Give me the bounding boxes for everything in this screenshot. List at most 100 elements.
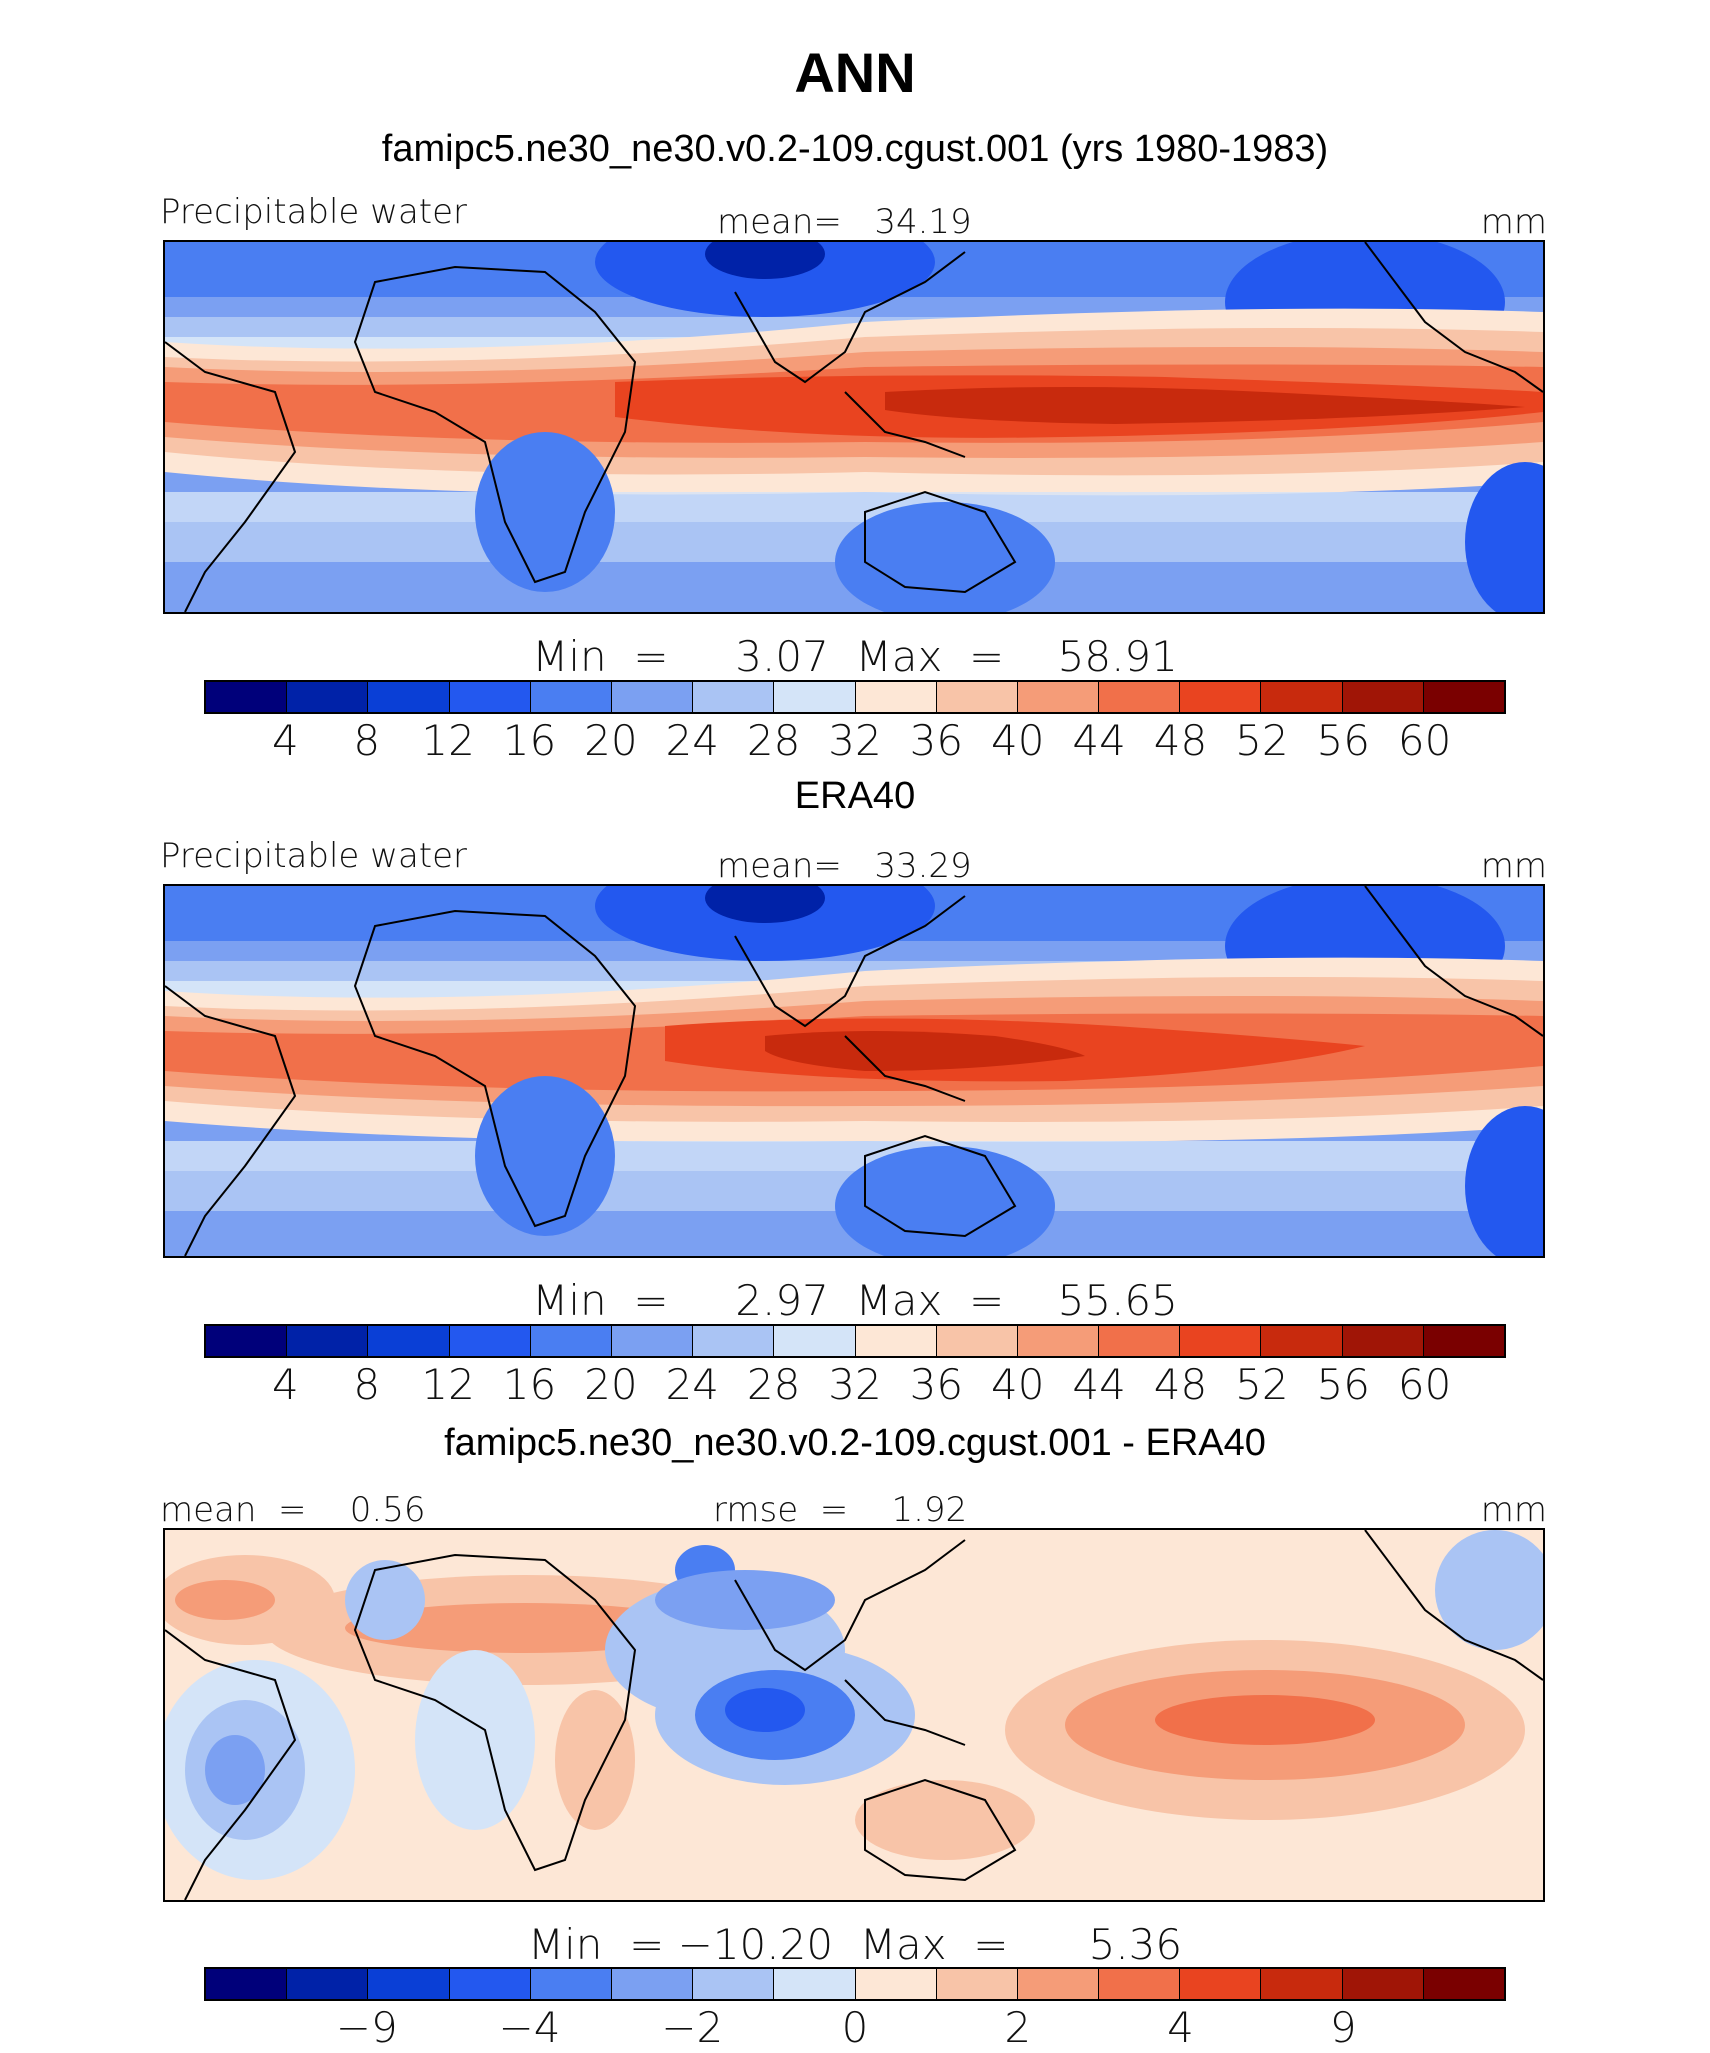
colorbar-cell (1342, 1326, 1424, 1356)
panel-1-colorbar-ticks: 4 8 12 16 20 24 28 32 36 40 44 48 52 56 60 (204, 716, 1506, 766)
colorbar-cell (449, 1326, 531, 1356)
colorbar-cell (449, 682, 531, 712)
panel-3-unit: mm (1480, 1490, 1547, 1530)
colorbar-tick-label: 28 (746, 1360, 801, 1409)
colorbar-cell (530, 1969, 612, 1999)
colorbar-tick-label: 60 (1397, 716, 1452, 765)
colorbar-tick-label: 44 (1072, 1360, 1126, 1409)
colorbar-tick-label: 40 (991, 1360, 1045, 1409)
panel-1-title: famipc5.ne30_ne30.v0.2-109.cgust.001 (yr… (381, 128, 1329, 170)
panel-2-colorbar (204, 1324, 1506, 1358)
colorbar-tick-label: 56 (1316, 716, 1370, 765)
colorbar-tick-label: 32 (828, 1360, 882, 1409)
colorbar-cell (855, 682, 937, 712)
colorbar-cell (774, 682, 856, 712)
panel-1-map (163, 240, 1545, 614)
panel-1-variable: Precipitable water (160, 192, 468, 232)
colorbar-tick-label: 4 (1167, 2003, 1194, 2052)
panel-1-unit: mm (1480, 202, 1547, 242)
colorbar-cell (530, 682, 612, 712)
colorbar-cell (287, 1326, 369, 1356)
colorbar-cell (1261, 1969, 1343, 1999)
colorbar-tick-label: 24 (665, 1360, 719, 1409)
panel-1-mean: mean= 34.19 (717, 202, 972, 242)
colorbar-cell (530, 1326, 612, 1356)
colorbar-tick-label: 4 (272, 716, 299, 765)
colorbar-cell (774, 1969, 856, 1999)
colorbar-tick-label: 20 (584, 716, 638, 765)
colorbar-tick-label: 0 (841, 2003, 869, 2052)
colorbar-cell (1423, 1326, 1504, 1356)
colorbar-tick-label: 32 (828, 716, 882, 765)
colorbar-tick-label: 9 (1329, 2003, 1357, 2052)
panel-1-map-field (165, 242, 1543, 612)
colorbar-tick-label: 8 (353, 716, 381, 765)
colorbar-tick-label: 48 (1153, 716, 1208, 765)
colorbar-cell (206, 682, 288, 712)
panel-3-map (163, 1528, 1545, 1902)
panel-3-mean: mean = 0.56 (160, 1490, 426, 1530)
colorbar-cell (368, 682, 450, 712)
panel-2-variable: Precipitable water (160, 836, 468, 876)
colorbar-cell (936, 1969, 1018, 1999)
panel-3-colorbar (204, 1967, 1506, 2001)
colorbar-cell (693, 1969, 775, 1999)
colorbar-cell (693, 682, 775, 712)
colorbar-cell (936, 1326, 1018, 1356)
colorbar-cell (368, 1326, 450, 1356)
colorbar-cell (1099, 682, 1181, 712)
panel-2-unit: mm (1480, 846, 1547, 886)
colorbar-cell (1180, 682, 1262, 712)
colorbar-tick-label: 56 (1316, 1360, 1370, 1409)
colorbar-tick-label: 40 (991, 716, 1045, 765)
colorbar-tick-label: 52 (1235, 1360, 1289, 1409)
panel-2-map (163, 884, 1545, 1258)
panel-3-minmax: Min = −10.20 Max = 5.36 (527, 1920, 1183, 1969)
colorbar-tick-label: 60 (1397, 1360, 1452, 1409)
colorbar-cell (287, 682, 369, 712)
colorbar-tick-label: 4 (272, 1360, 299, 1409)
colorbar-cell (611, 1969, 694, 1999)
colorbar-tick-label: 36 (909, 1360, 964, 1409)
colorbar-cell (611, 682, 694, 712)
colorbar-cell (287, 1969, 369, 1999)
colorbar-cell (611, 1326, 694, 1356)
colorbar-tick-label: 52 (1235, 716, 1289, 765)
colorbar-tick-label: 28 (746, 716, 801, 765)
colorbar-cell (1017, 1326, 1100, 1356)
page-title: ANN (794, 41, 916, 104)
colorbar-tick-label: 44 (1072, 716, 1126, 765)
colorbar-tick-label: −4 (498, 2003, 561, 2052)
colorbar-tick-label: 48 (1153, 1360, 1208, 1409)
colorbar-cell (1180, 1326, 1262, 1356)
colorbar-tick-label: 16 (502, 716, 557, 765)
colorbar-tick-label: 36 (909, 716, 964, 765)
panel-2-minmax: Min = 2.97 Max = 55.65 (532, 1276, 1178, 1325)
panel-2-map-field (165, 886, 1543, 1256)
panel-1-colorbar (204, 680, 1506, 714)
panel-2-title: ERA40 (794, 775, 916, 817)
colorbar-tick-label: −9 (335, 2003, 398, 2052)
colorbar-tick-label: 24 (665, 716, 719, 765)
colorbar-cell (936, 682, 1018, 712)
colorbar-cell (449, 1969, 531, 1999)
colorbar-cell (1180, 1969, 1262, 1999)
colorbar-tick-label: 12 (421, 1360, 475, 1409)
panel-3-map-field (165, 1530, 1543, 1900)
colorbar-cell (1423, 682, 1504, 712)
colorbar-cell (206, 1326, 288, 1356)
colorbar-tick-label: 20 (584, 1360, 638, 1409)
colorbar-cell (1261, 682, 1343, 712)
colorbar-cell (1099, 1326, 1181, 1356)
panel-2-colorbar-ticks: 4 8 12 16 20 24 28 32 36 40 44 48 52 56 60 (204, 1360, 1506, 1410)
colorbar-cell (1017, 682, 1100, 712)
colorbar-tick-label: 16 (502, 1360, 557, 1409)
colorbar-cell (855, 1969, 937, 1999)
panel-1-minmax: Min = 3.07 Max = 58.91 (532, 632, 1178, 681)
colorbar-cell (855, 1326, 937, 1356)
colorbar-cell (1342, 1969, 1424, 1999)
panel-3-colorbar-ticks: −9 −4 −2 0 2 4 9 (204, 2003, 1506, 2053)
colorbar-cell (206, 1969, 288, 1999)
panel-3-rmse: rmse = 1.92 (713, 1490, 968, 1530)
colorbar-cell (774, 1326, 856, 1356)
